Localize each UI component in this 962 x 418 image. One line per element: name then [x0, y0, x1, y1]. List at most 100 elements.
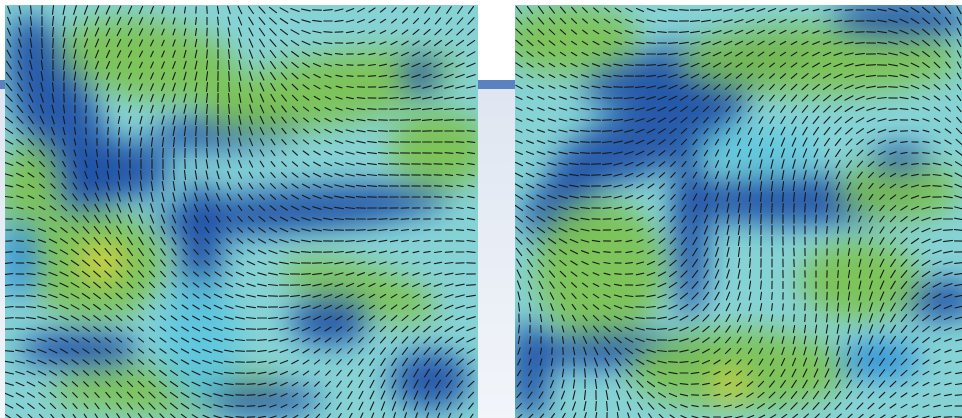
- vector-glyph: [323, 217, 333, 221]
- vector-glyph: [116, 380, 122, 388]
- vector-glyph: [747, 347, 753, 355]
- vector-glyph: [182, 248, 188, 256]
- vector-glyph: [833, 105, 843, 113]
- vector-glyph: [612, 118, 624, 122]
- vector-glyph: [181, 326, 189, 332]
- vector-glyph: [922, 303, 930, 311]
- vector-glyph: [335, 74, 343, 78]
- vector-glyph: [547, 129, 557, 133]
- vector-glyph: [646, 74, 656, 78]
- vector-glyph: [105, 370, 111, 376]
- vector-glyph: [444, 152, 454, 154]
- vector-glyph: [515, 118, 523, 122]
- vector-glyph: [888, 52, 898, 56]
- vector-glyph: [835, 170, 841, 180]
- vector-glyph: [890, 414, 897, 418]
- vector-glyph: [94, 38, 100, 48]
- vector-glyph: [595, 400, 597, 412]
- vector-glyph: [433, 304, 443, 310]
- vector-glyph: [879, 269, 885, 279]
- vector-glyph: [635, 41, 645, 45]
- vector-glyph: [237, 171, 243, 179]
- vector-glyph: [933, 129, 941, 133]
- vector-glyph: [943, 304, 953, 310]
- vector-glyph: [768, 51, 776, 57]
- vector-glyph: [779, 73, 787, 79]
- vector-glyph: [613, 151, 623, 155]
- vector-glyph: [669, 149, 677, 157]
- vector-glyph: [39, 172, 45, 178]
- vector-glyph: [636, 228, 644, 232]
- vector-glyph: [279, 305, 289, 309]
- vector-glyph: [624, 326, 634, 332]
- vector-glyph: [603, 346, 611, 356]
- vector-glyph: [560, 401, 566, 411]
- vector-glyph: [547, 118, 557, 122]
- vector-glyph: [335, 107, 343, 111]
- vector-glyph: [172, 93, 176, 103]
- vector-glyph: [258, 6, 266, 14]
- vector-glyph: [869, 291, 873, 301]
- vector-glyph: [444, 73, 454, 79]
- vector-glyph: [668, 74, 678, 78]
- vector-glyph: [833, 41, 843, 45]
- vector-glyph: [182, 271, 188, 277]
- vector-glyph: [117, 94, 121, 102]
- vector-glyph: [548, 40, 556, 46]
- vector-glyph: [713, 94, 721, 102]
- vector-glyph: [413, 6, 419, 14]
- vector-glyph: [312, 52, 322, 56]
- vector-glyph: [812, 402, 820, 410]
- vector-glyph: [845, 138, 853, 146]
- vector-glyph: [933, 337, 941, 343]
- vector-glyph: [281, 150, 287, 156]
- vector-glyph: [526, 39, 534, 47]
- vector-glyph: [5, 162, 14, 166]
- vector-glyph: [801, 19, 809, 23]
- vector-glyph: [94, 16, 100, 26]
- vector-glyph: [345, 118, 355, 122]
- vector-glyph: [369, 368, 375, 378]
- vector-glyph: [715, 181, 719, 191]
- vector-glyph: [833, 73, 843, 79]
- vector-glyph: [290, 337, 300, 343]
- vector-glyph: [538, 402, 544, 410]
- vector-glyph: [159, 380, 167, 388]
- vector-glyph: [657, 349, 667, 353]
- vector-glyph: [257, 249, 267, 255]
- vector-glyph: [433, 293, 443, 299]
- vector-glyph: [390, 29, 398, 35]
- vector-glyph: [779, 40, 787, 46]
- vector-glyph: [312, 228, 322, 232]
- vector-glyph: [956, 5, 962, 15]
- vector-glyph: [389, 228, 399, 232]
- vector-glyph: [899, 74, 909, 78]
- vector-glyph: [702, 382, 710, 386]
- vector-glyph: [345, 140, 355, 144]
- vector-glyph: [888, 41, 898, 45]
- vector-glyph: [148, 270, 156, 278]
- vector-glyph: [269, 205, 277, 211]
- vector-glyph: [614, 357, 622, 367]
- vector-glyph: [844, 106, 854, 112]
- vector-glyph: [105, 49, 111, 59]
- vector-glyph: [560, 292, 566, 300]
- vector-glyph: [347, 358, 353, 366]
- vector-glyph: [205, 71, 209, 81]
- vector-glyph: [150, 83, 154, 91]
- vector-glyph: [548, 248, 556, 256]
- vector-glyph: [749, 213, 751, 225]
- vector-glyph: [529, 313, 531, 323]
- vector-glyph: [910, 73, 920, 79]
- vector-glyph: [302, 84, 310, 90]
- vector-glyph: [467, 17, 475, 25]
- vector-glyph: [603, 336, 611, 344]
- vector-glyph: [646, 349, 656, 353]
- vector-glyph: [572, 346, 576, 356]
- vector-glyph: [558, 129, 568, 133]
- vector-glyph: [434, 368, 442, 378]
- vector-glyph: [61, 182, 67, 190]
- vector-glyph: [547, 183, 557, 189]
- vector-glyph: [517, 335, 521, 345]
- vector-glyph: [736, 359, 742, 365]
